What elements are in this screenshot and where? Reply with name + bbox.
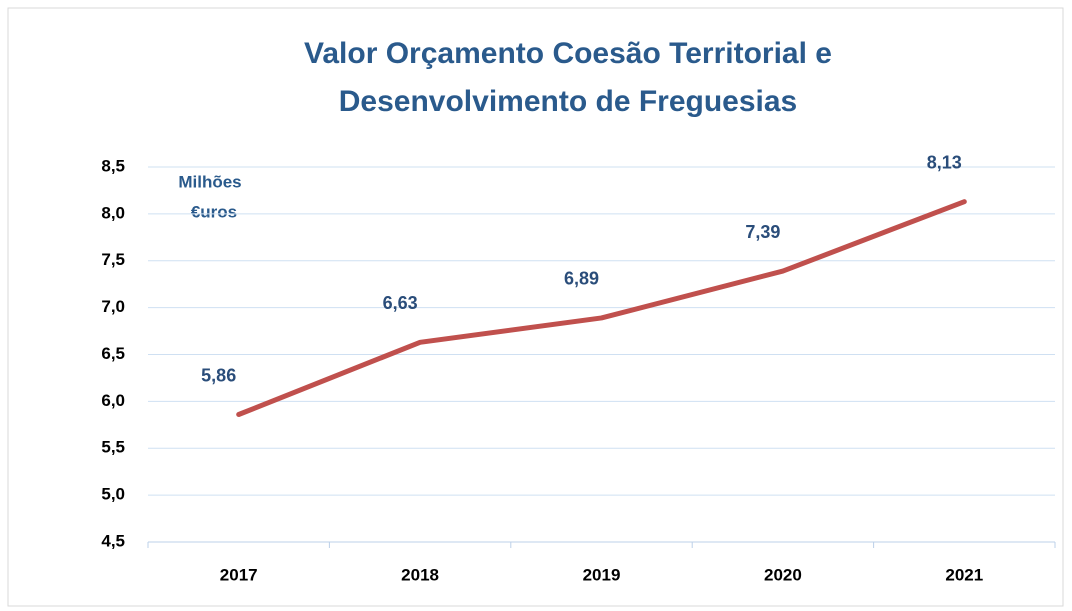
data-line	[236, 199, 967, 417]
x-tick-label: 2020	[764, 565, 802, 584]
y-tick-label: 5,5	[101, 438, 125, 457]
annotation: €uros	[191, 202, 237, 221]
data-label: 6,63	[383, 293, 418, 313]
data-label: 7,39	[745, 222, 780, 242]
y-tick-label: 6,5	[101, 344, 125, 363]
x-tick-label: 2019	[583, 565, 621, 584]
y-tick-label: 4,5	[101, 531, 125, 550]
x-tick-label: 2017	[220, 565, 258, 584]
annotation: Milhões	[178, 172, 241, 191]
x-tick-label: 2018	[401, 565, 439, 584]
y-tick-label: 8,0	[101, 203, 125, 222]
y-tick-label: 6,0	[101, 391, 125, 410]
data-label: 8,13	[927, 152, 962, 172]
y-tick-label: 8,5	[101, 156, 125, 175]
x-tick-label: 2021	[945, 565, 983, 584]
chart-title: Valor Orçamento Coesão Territorial e	[304, 37, 832, 70]
chart-title: Desenvolvimento de Freguesias	[339, 85, 798, 118]
chart-frame	[7, 7, 1064, 607]
y-tick-label: 7,0	[101, 297, 125, 316]
data-label: 5,86	[201, 365, 236, 385]
data-label: 6,89	[564, 269, 599, 289]
y-tick-label: 5,0	[101, 485, 125, 504]
y-tick-label: 7,5	[101, 250, 125, 269]
